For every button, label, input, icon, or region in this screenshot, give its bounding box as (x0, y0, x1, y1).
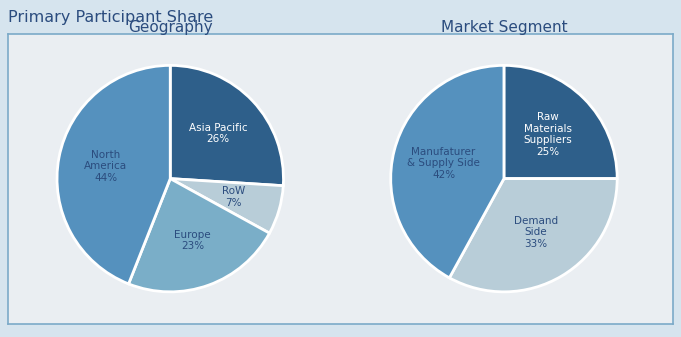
Text: Primary Participant Share: Primary Participant Share (8, 10, 213, 25)
Wedge shape (129, 179, 270, 292)
Wedge shape (391, 65, 504, 278)
Text: RoW
7%: RoW 7% (222, 186, 245, 208)
Text: Europe
23%: Europe 23% (174, 229, 211, 251)
Text: Raw
Materials
Suppliers
25%: Raw Materials Suppliers 25% (524, 112, 572, 157)
Title: Market Segment: Market Segment (441, 20, 567, 34)
Wedge shape (57, 65, 170, 284)
Text: Asia Pacific
26%: Asia Pacific 26% (189, 123, 247, 145)
Title: Geography: Geography (128, 20, 212, 34)
Text: Demand
Side
33%: Demand Side 33% (513, 216, 558, 249)
Wedge shape (170, 179, 283, 233)
Text: North
America
44%: North America 44% (84, 150, 127, 183)
Wedge shape (170, 65, 283, 186)
Wedge shape (449, 179, 617, 292)
Text: Manufaturer
& Supply Side
42%: Manufaturer & Supply Side 42% (407, 147, 480, 180)
Wedge shape (504, 65, 617, 179)
